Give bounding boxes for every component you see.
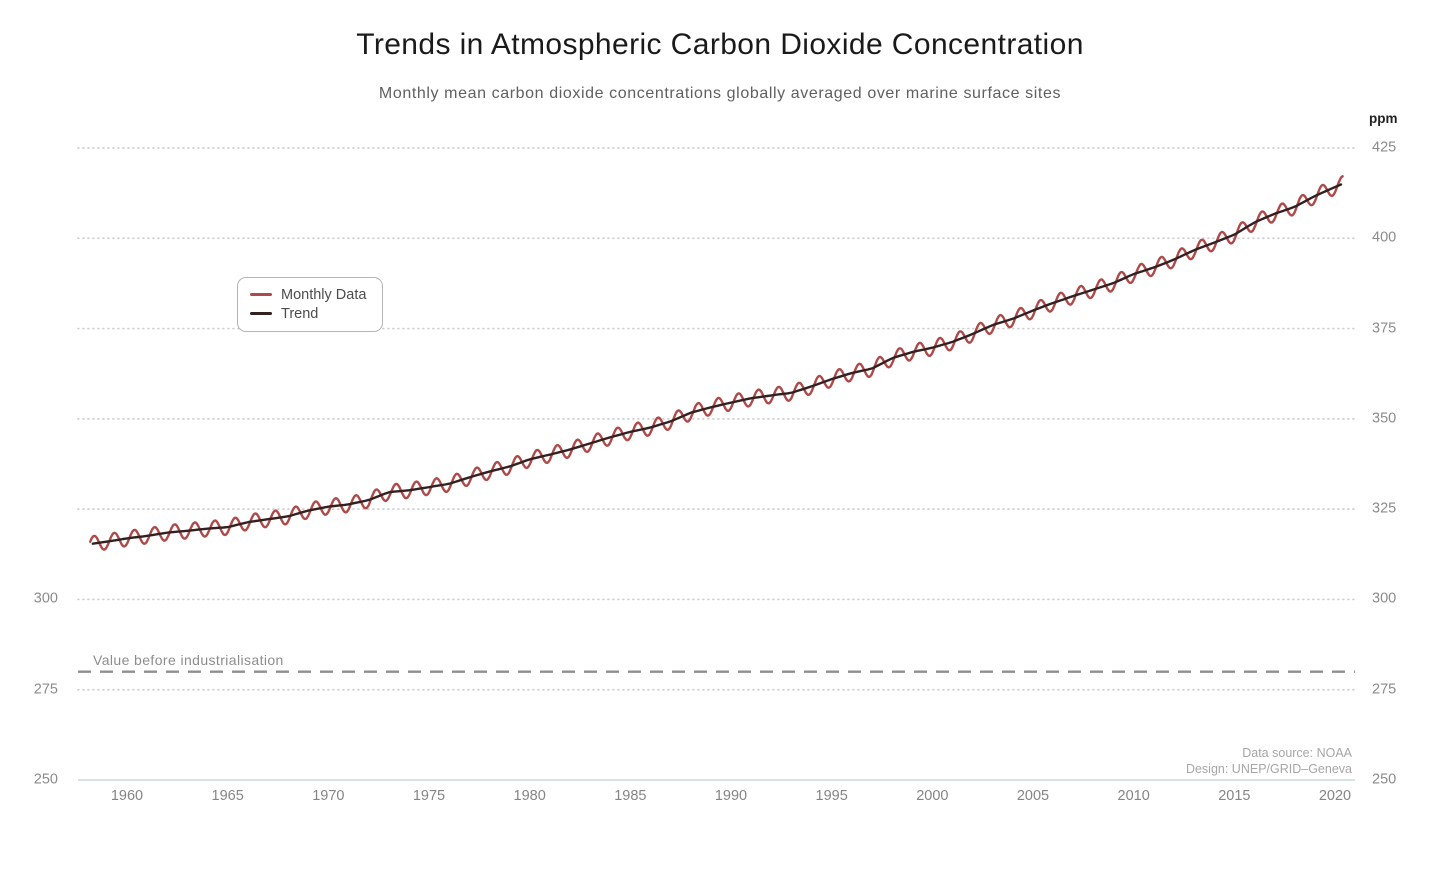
x-tick-1960: 1960 [110,788,144,804]
x-tick-2010: 2010 [1117,788,1150,804]
attribution: Data source: NOAA Design: UNEP/GRID–Gene… [1186,745,1352,777]
y-axis-unit-label: ppm [1369,111,1398,126]
legend-label-monthly-data: Monthly Data [281,286,367,303]
x-tick-1985: 1985 [614,788,647,804]
legend-item-trend: Trend [250,304,366,323]
x-tick-1970: 1970 [312,788,345,804]
chart-title: Trends in Atmospheric Carbon Dioxide Con… [356,28,1084,61]
legend-swatch-monthly-data [250,293,272,296]
y-tick-right-375: 375 [1372,320,1397,337]
x-tick-1980: 1980 [513,788,546,804]
y-tick-left-300: 300 [33,591,58,608]
preindustrial-value-label: Value before industrialisation [93,652,284,668]
x-tick-2000: 2000 [916,788,949,804]
trend-line [91,183,1343,545]
y-tick-left-250: 250 [33,771,58,788]
y-tick-right-300: 300 [1372,591,1397,608]
x-tick-1990: 1990 [714,788,748,804]
y-tick-right-400: 400 [1372,229,1397,246]
y-tick-right-350: 350 [1372,410,1397,427]
attribution-data-source: Data source: NOAA [1242,746,1352,760]
x-tick-1965: 1965 [211,788,244,804]
chart-subtitle: Monthly mean carbon dioxide concentratio… [378,85,1062,102]
legend: Monthly Data Trend [237,277,384,332]
y-tick-left-275: 275 [33,681,58,698]
x-tick-1995: 1995 [815,788,848,804]
y-tick-right-275: 275 [1372,681,1397,698]
y-tick-right-325: 325 [1372,500,1397,517]
x-tick-2015: 2015 [1218,788,1251,804]
legend-item-monthly-data: Monthly Data [250,285,366,304]
legend-label-trend: Trend [281,305,319,322]
y-tick-right-250: 250 [1372,771,1397,788]
x-tick-2005: 2005 [1016,788,1050,804]
attribution-design: Design: UNEP/GRID–Geneva [1185,762,1352,776]
monthly-data-line [89,175,1344,551]
x-tick-2020: 2020 [1318,788,1352,804]
x-tick-1975: 1975 [412,788,446,804]
legend-swatch-trend [250,312,272,315]
y-tick-right-425: 425 [1372,139,1397,156]
